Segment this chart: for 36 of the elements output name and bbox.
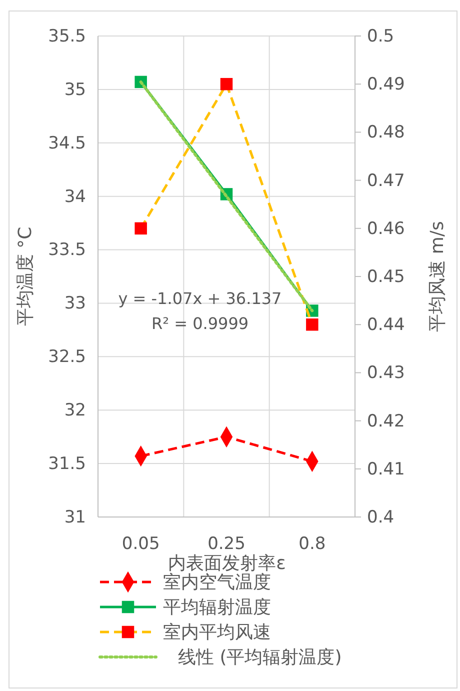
- x-tick-label: 0.25: [208, 534, 246, 554]
- x-axis-title: 内表面发射率ε: [168, 553, 286, 574]
- y-tick-label: 35.5: [48, 26, 86, 46]
- y-tick-label: 32: [64, 400, 86, 421]
- y2-tick-label: 0.49: [367, 74, 405, 95]
- y2-tick-label: 0.41: [367, 459, 405, 480]
- y-tick-label: 35: [64, 80, 86, 100]
- legend-label: 平均辐射温度: [163, 597, 271, 618]
- y2-tick-label: 0.47: [367, 170, 405, 191]
- point: [306, 318, 318, 331]
- x-tick-label: 0.8: [298, 534, 326, 554]
- x-tick-label: 0.05: [122, 534, 160, 554]
- y2-tick-label: 0.42: [367, 411, 405, 432]
- legend-label: 室内空气温度: [163, 572, 271, 593]
- y2-axis-title: 平均风速 m/s: [427, 221, 448, 332]
- y-tick-label: 32.5: [48, 347, 86, 368]
- y2-tick-label: 0.43: [367, 363, 405, 384]
- y-axis-title: 平均温度 °C: [15, 226, 36, 326]
- y2-tick-label: 0.5: [367, 26, 394, 46]
- y-tick-label: 33: [64, 294, 86, 314]
- y2-tick-label: 0.45: [367, 266, 405, 287]
- y2-tick-label: 0.4: [367, 507, 394, 528]
- legend-label: 线性 (平均辐射温度): [178, 647, 342, 668]
- annotation: R² = 0.9999: [151, 314, 249, 333]
- y-tick-label: 31.5: [48, 454, 86, 474]
- legend-label: 室内平均风速: [163, 622, 271, 643]
- y-tick-label: 34: [64, 186, 86, 207]
- y-tick-label: 33.5: [48, 240, 86, 260]
- y2-tick-label: 0.44: [367, 315, 405, 336]
- y2-tick-label: 0.48: [367, 122, 405, 143]
- y-tick-label: 34.5: [48, 133, 86, 154]
- annotation: y = -1.07x + 36.137: [118, 289, 282, 308]
- y-tick-label: 31: [64, 507, 86, 528]
- point: [134, 222, 147, 235]
- point: [220, 78, 233, 90]
- y2-tick-label: 0.46: [367, 218, 405, 239]
